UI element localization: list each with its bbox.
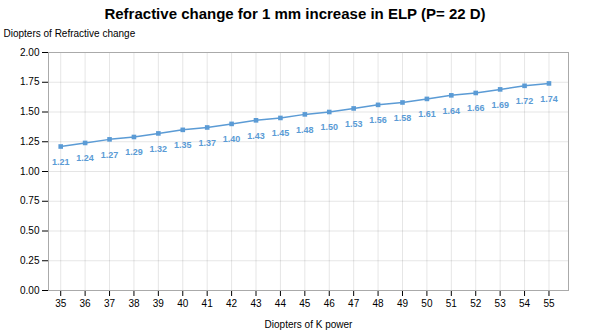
svg-text:1.50: 1.50 [320,122,338,132]
svg-text:37: 37 [104,298,116,309]
html-text:Refractive change for 1 mm inc: Refractive change for 1 mm increase in E… [104,5,486,22]
svg-text:1.69: 1.69 [491,100,509,110]
svg-text:1.25: 1.25 [20,136,40,147]
svg-text:1.50: 1.50 [20,106,40,117]
svg-text:0.50: 0.50 [20,225,40,236]
svg-text:1.75: 1.75 [20,76,40,87]
svg-text:36: 36 [80,298,92,309]
svg-text:53: 53 [495,298,507,309]
svg-text:44: 44 [275,298,287,309]
svg-text:1.74: 1.74 [540,94,558,104]
svg-text:Diopters of K power: Diopters of K power [265,319,353,330]
svg-text:43: 43 [250,298,262,309]
svg-text:1.56: 1.56 [369,115,387,125]
svg-text:1.00: 1.00 [20,166,40,177]
svg-text:1.48: 1.48 [296,125,314,135]
svg-text:1.43: 1.43 [247,131,265,141]
svg-text:47: 47 [348,298,360,309]
svg-text:39: 39 [153,298,165,309]
svg-text:Diopters of Refractive change: Diopters of Refractive change [4,28,136,39]
svg-text:1.58: 1.58 [394,113,412,123]
svg-text:2.00: 2.00 [20,47,40,58]
svg-text:0.75: 0.75 [20,195,40,206]
svg-text:45: 45 [299,298,311,309]
svg-text:35: 35 [55,298,67,309]
svg-text:52: 52 [470,298,482,309]
svg-text:38: 38 [128,298,140,309]
svg-text:1.35: 1.35 [174,140,192,150]
svg-text:48: 48 [373,298,385,309]
svg-text:1.21: 1.21 [52,157,70,167]
svg-text:1.27: 1.27 [101,150,119,160]
svg-text:41: 41 [202,298,214,309]
svg-text:1.40: 1.40 [223,134,241,144]
svg-text:1.24: 1.24 [76,153,94,163]
svg-text:42: 42 [226,298,238,309]
svg-text:1.32: 1.32 [150,144,168,154]
svg-text:51: 51 [446,298,458,309]
svg-text:1.37: 1.37 [198,138,216,148]
svg-text:0.00: 0.00 [20,285,40,296]
svg-text:1.64: 1.64 [443,106,461,116]
svg-text:1.61: 1.61 [418,109,436,119]
svg-text:1.29: 1.29 [125,147,143,157]
svg-text:55: 55 [543,298,555,309]
svg-text:1.45: 1.45 [272,128,290,138]
svg-text:40: 40 [177,298,189,309]
svg-text:1.66: 1.66 [467,103,485,113]
svg-text:1.53: 1.53 [345,119,363,129]
svg-text:0.25: 0.25 [20,255,40,266]
svg-text:46: 46 [324,298,336,309]
svg-text:50: 50 [421,298,433,309]
svg-text:54: 54 [519,298,531,309]
svg-text:49: 49 [397,298,409,309]
svg-text:1.72: 1.72 [516,96,534,106]
